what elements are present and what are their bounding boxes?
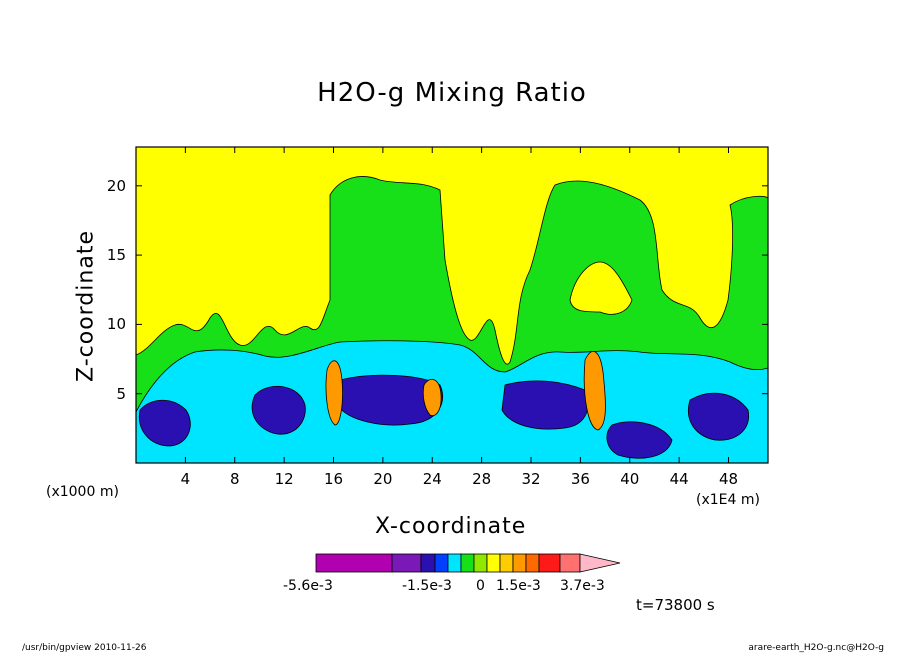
plot-frame: [135, 146, 769, 464]
y-tick-label: 5: [116, 384, 126, 403]
x-tick-label: 4: [180, 470, 191, 488]
orange-core-2: [422, 378, 442, 417]
y-tick-label: 10: [106, 315, 126, 334]
x-tick-label: 40: [620, 470, 640, 488]
blue-pocket-4: [501, 380, 589, 430]
x-tick-label: 8: [229, 470, 240, 488]
colorbar-label: -5.6e-3: [283, 578, 333, 594]
colorbar-label: 1.5e-3: [496, 578, 541, 594]
colorbar-segment: [499, 553, 514, 573]
colorbar-segment: [473, 553, 488, 573]
plot-field: [136, 147, 768, 463]
y-tick-label: 15: [106, 246, 126, 265]
blue-pocket-6: [606, 421, 673, 459]
x-unit-left-label: (x1000 m): [46, 484, 119, 500]
footer-left-text: /usr/bin/gpview 2010-11-26: [22, 643, 147, 653]
colorbar-segment: [486, 553, 501, 573]
x-tick-label: 48: [718, 470, 739, 488]
colorbar-segment: [391, 553, 422, 573]
blue-pocket-2: [251, 386, 306, 435]
x-tick-label: 28: [472, 470, 492, 488]
x-tick-label: 32: [521, 470, 541, 488]
blue-pocket-1: [138, 399, 191, 447]
x-axis-label: X-coordinate: [375, 514, 527, 539]
footer-right-text: arare-earth_H2O-g.nc@H2O-g: [748, 643, 884, 653]
yellow-bubble: [569, 261, 633, 315]
x-tick-label: 20: [373, 470, 393, 488]
orange-core-1: [325, 360, 343, 426]
x-tick-label: 12: [274, 470, 294, 488]
colorbar-segment: [315, 553, 393, 573]
colorbar-segment: [525, 553, 540, 573]
x-tick-label: 44: [669, 470, 689, 488]
x-tick-label: 24: [422, 470, 442, 488]
colorbar-segment: [559, 553, 581, 573]
blue-pocket-5: [688, 392, 750, 441]
x-tick-label: 16: [323, 470, 344, 488]
colorbar-segment: [434, 553, 449, 573]
time-label: t=73800 s: [636, 596, 715, 614]
colorbar-segment: [512, 553, 527, 573]
colorbar-segment: [538, 553, 561, 573]
colorbar-segment: [447, 553, 462, 573]
colorbar-arrow: [579, 553, 621, 573]
colorbar-segment: [460, 553, 475, 573]
orange-core-3: [583, 351, 606, 431]
chart-title: H2O-g Mixing Ratio: [317, 78, 587, 108]
colorbar-label: 0: [476, 578, 485, 594]
colorbar-label: 3.7e-3: [560, 578, 605, 594]
x-unit-right-label: (x1E4 m): [696, 492, 760, 508]
colorbar-label: -1.5e-3: [402, 578, 452, 594]
y-tick-label: 20: [106, 176, 126, 195]
cyan-band: [136, 340, 768, 463]
colorbar-segment: [420, 553, 436, 573]
x-tick-label: 36: [570, 470, 590, 488]
